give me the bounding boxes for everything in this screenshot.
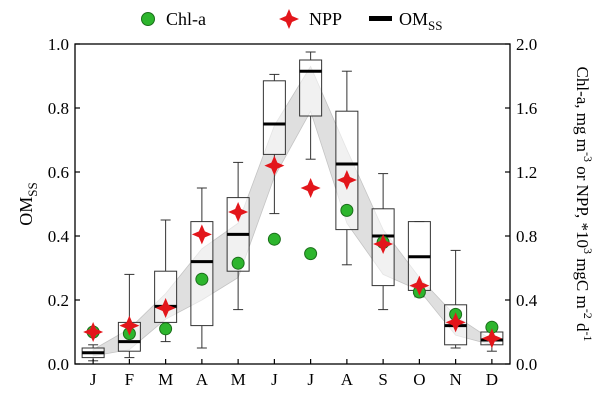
npp-point-10 bbox=[409, 275, 430, 296]
left-tick-label: 0.4 bbox=[48, 227, 70, 246]
left-axis-title-sub: SS bbox=[25, 182, 40, 196]
npp-point-1 bbox=[83, 322, 104, 342]
x-tick-label: M bbox=[231, 370, 246, 389]
legend-chl-a-label: Chl-a bbox=[166, 9, 206, 29]
om-ss-box-1 bbox=[81, 344, 105, 362]
right-tick-label: 2.0 bbox=[516, 35, 537, 54]
legend-om-ss-label-main: OM bbox=[399, 9, 428, 29]
x-tick-label: N bbox=[449, 370, 461, 389]
left-tick-label: 0.6 bbox=[48, 163, 69, 182]
right-axis-title-sup-2: 3 bbox=[581, 248, 595, 254]
x-tick-label: A bbox=[196, 370, 209, 389]
npp-point-9 bbox=[373, 234, 394, 254]
legend-om-ss-label: OMSS bbox=[399, 9, 442, 33]
x-tick-label: M bbox=[158, 370, 173, 389]
left-tick-label: 1.0 bbox=[48, 35, 69, 54]
legend-chl-a-marker bbox=[141, 12, 155, 26]
right-tick-label: 0.8 bbox=[516, 227, 537, 246]
right-axis: 0.0 0.4 0.8 1.2 1.6 2.0 bbox=[505, 35, 538, 374]
om-ss-box-8 bbox=[335, 70, 359, 266]
right-tick-label: 1.6 bbox=[516, 99, 537, 118]
x-tick-label: J bbox=[90, 370, 97, 389]
om-ss-box-4 bbox=[190, 187, 214, 349]
legend-npp-marker bbox=[279, 9, 299, 29]
npp-point-4 bbox=[191, 224, 212, 245]
x-tick-label: S bbox=[378, 370, 387, 389]
chl-a-point-3 bbox=[159, 322, 173, 336]
chl-a-point-6 bbox=[267, 232, 281, 246]
om-ss-range-band bbox=[92, 65, 493, 357]
left-tick-label: 0.0 bbox=[48, 355, 69, 374]
om-ss-band bbox=[92, 65, 493, 357]
legend-npp-label: NPP bbox=[309, 9, 342, 29]
plot-area-frame bbox=[74, 43, 511, 365]
chl-a-point-4 bbox=[195, 272, 209, 286]
right-tick-label: 0.4 bbox=[516, 291, 538, 310]
npp-point-3 bbox=[155, 298, 176, 318]
left-tick-label: 0.2 bbox=[48, 291, 69, 310]
right-axis-title-sup-4: -1 bbox=[581, 331, 595, 341]
right-axis-title-part-3: mgC m bbox=[573, 254, 592, 309]
npp-point-7 bbox=[300, 178, 321, 198]
om-ss-box-7 bbox=[299, 51, 323, 160]
npp-points bbox=[83, 155, 502, 349]
right-axis-title-sup-1: -3 bbox=[581, 152, 595, 162]
npp-point-12 bbox=[481, 328, 502, 349]
right-axis-title: Chl-a, mg m-3 or NPP, *103 mgC m-2 d-1 bbox=[573, 67, 595, 342]
legend: Chl-a NPP OMSS bbox=[141, 9, 442, 33]
left-axis-title-main: OM bbox=[16, 197, 36, 226]
chl-a-point-5 bbox=[231, 256, 245, 270]
right-tick-label: 0.0 bbox=[516, 355, 537, 374]
x-tick-label: J bbox=[271, 370, 278, 389]
om-ss-box-5 bbox=[226, 161, 250, 311]
box-body bbox=[299, 59, 323, 117]
right-axis-title-part-1: Chl-a, mg m bbox=[573, 67, 592, 152]
x-tick-label: F bbox=[125, 370, 134, 389]
om-ss-boxplots bbox=[81, 51, 504, 362]
x-tick-label: J bbox=[307, 370, 314, 389]
right-axis-title-sup-3: -2 bbox=[581, 309, 595, 319]
x-tick-label: A bbox=[341, 370, 354, 389]
x-tick-label: O bbox=[413, 370, 425, 389]
left-axis-title: OMSS bbox=[16, 182, 40, 225]
legend-om-ss-marker bbox=[369, 16, 392, 21]
npp-point-2 bbox=[119, 315, 140, 336]
om-ss-box-6 bbox=[262, 73, 286, 215]
right-tick-label: 1.2 bbox=[516, 163, 537, 182]
left-axis: 0.0 0.2 0.4 0.6 0.8 1.0 bbox=[48, 35, 80, 374]
npp-point-8 bbox=[336, 170, 357, 190]
npp-point-6 bbox=[264, 155, 285, 176]
left-tick-label: 0.8 bbox=[48, 99, 69, 118]
right-axis-title-part-4: d bbox=[573, 319, 592, 332]
box-body bbox=[262, 80, 286, 155]
x-tick-label: D bbox=[486, 370, 498, 389]
legend-om-ss-label-sub: SS bbox=[428, 18, 442, 33]
om-ss-box-11 bbox=[444, 249, 468, 349]
npp-point-5 bbox=[228, 202, 249, 222]
right-axis-title-part-2: or NPP, *10 bbox=[573, 162, 592, 248]
chl-a-point-8 bbox=[340, 203, 354, 217]
npp-point-11 bbox=[445, 312, 466, 333]
chl-a-point-7 bbox=[304, 247, 318, 261]
